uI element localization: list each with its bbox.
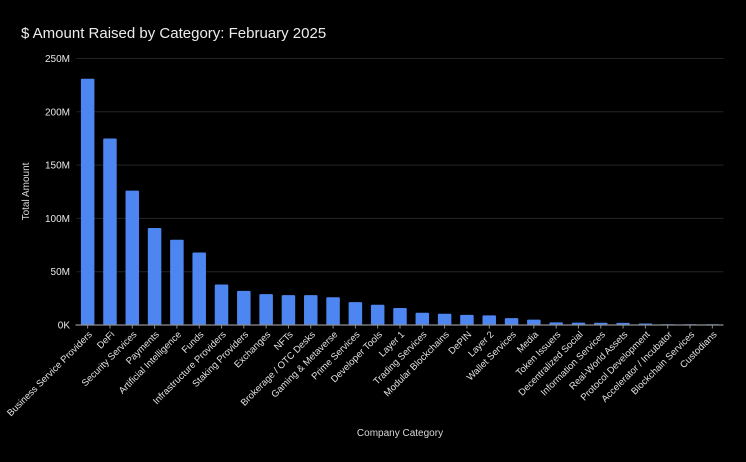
x-axis-title: Company Category (357, 428, 443, 439)
bar: Business Service Providers (80, 78, 95, 325)
bar: Layer 1 (393, 307, 407, 325)
bar-series: Business Service Providers DeFi Security S… (80, 78, 720, 325)
bar: Exchanges (259, 294, 273, 325)
bar: Security Services (125, 190, 140, 325)
bar: Trading Services (415, 312, 430, 325)
bar: Payments (147, 227, 162, 325)
bar: DePIN (460, 314, 474, 325)
x-tick-label: Business Service Providers (5, 329, 95, 419)
bar: Modular Blockchains (437, 313, 452, 325)
x-axis-line (75, 324, 724, 329)
y-tick-label: 250M (45, 54, 70, 65)
bar: NFTs (281, 295, 296, 325)
bar: Infrastructure Providers (214, 284, 229, 325)
bar: Token Issuers (549, 322, 563, 325)
y-tick-label: 200M (45, 107, 70, 118)
bar: Developer Tools (370, 304, 385, 325)
bar: Media (527, 319, 541, 325)
y-tick-label: 0K (58, 321, 71, 332)
bar: Wallet Services (504, 318, 519, 325)
y-axis-tick-labels: 0K 50M 100M 150M 200M 250M (45, 54, 70, 332)
bar: DeFi (103, 138, 117, 325)
bar: Prime Services (348, 302, 363, 325)
y-tick-label: 150M (45, 161, 70, 172)
y-tick-label: 50M (51, 267, 70, 278)
bar: Layer 2 (482, 315, 496, 325)
bar: Funds (192, 252, 206, 325)
bar: Brokerage / OTC Desks (304, 295, 318, 325)
chart-title: $ Amount Raised by Category: February 20… (21, 25, 326, 42)
bar: Artificial Intelligence (170, 239, 184, 325)
bar: Staking Providers (237, 290, 251, 325)
y-axis-title: Total Amount (21, 162, 32, 220)
gridlines (76, 58, 724, 273)
y-tick-label: 100M (45, 214, 70, 225)
bar: Gaming & Metaverse (326, 297, 340, 325)
